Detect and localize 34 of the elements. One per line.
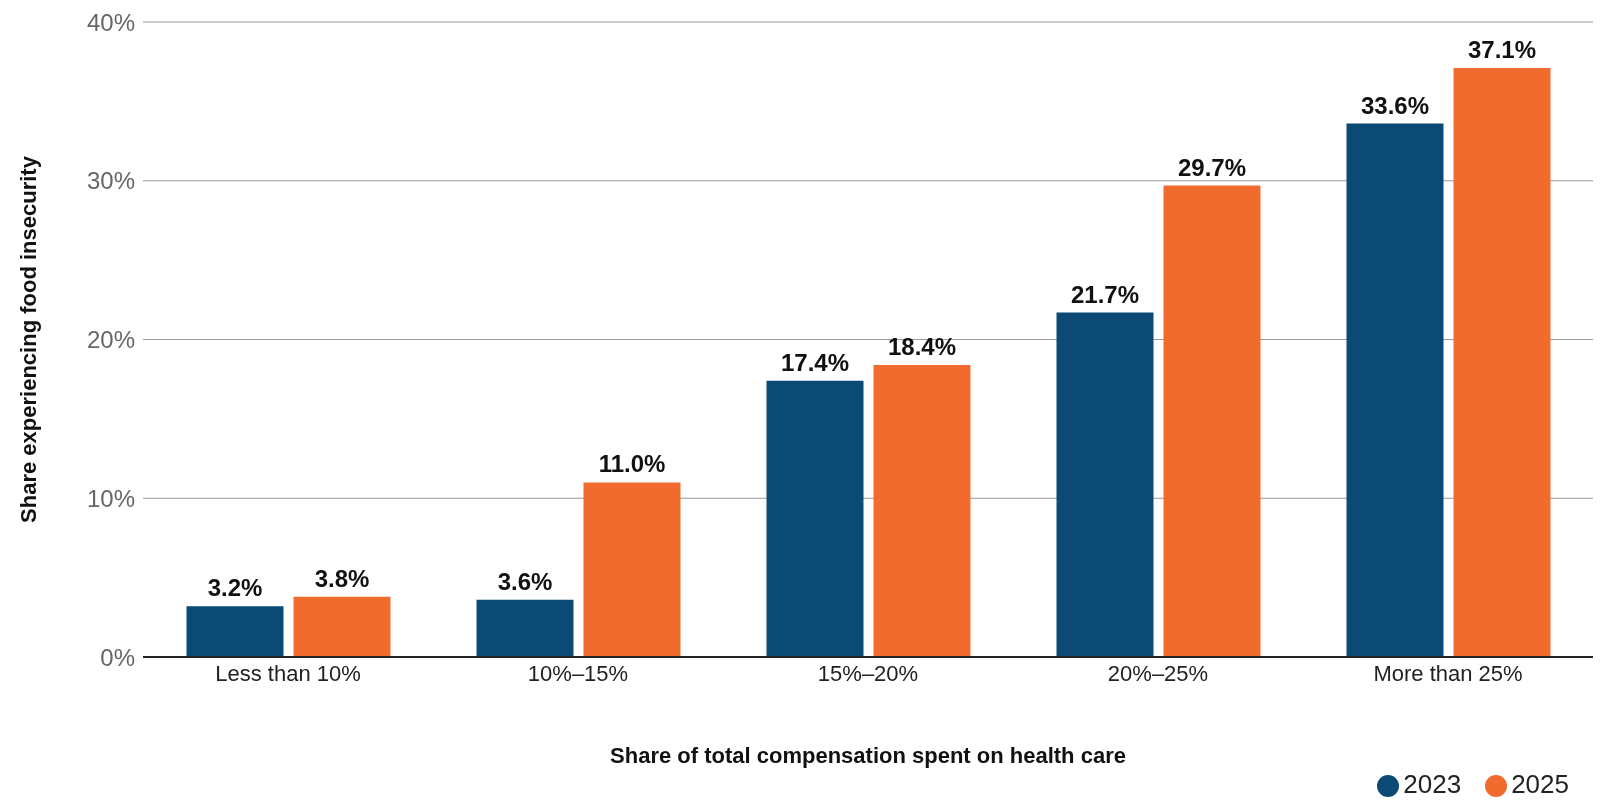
data-label: 11.0% <box>598 450 666 478</box>
data-label: 3.2% <box>207 574 263 602</box>
x-tick-label: More than 25% <box>1373 660 1523 686</box>
data-label: 37.1% <box>1467 36 1537 64</box>
y-tick-label: 0% <box>100 643 135 671</box>
x-tick-label: 10%–15% <box>527 660 629 686</box>
y-tick-label: 20% <box>86 326 135 354</box>
y-tick-label: 10% <box>86 484 135 512</box>
data-label: 21.7% <box>1070 280 1140 308</box>
bar <box>1346 123 1444 657</box>
y-tick-label: 30% <box>86 167 135 195</box>
bar <box>293 596 391 657</box>
bar <box>1163 185 1261 657</box>
bar <box>1056 312 1154 657</box>
bar <box>476 599 574 657</box>
data-label: 17.4% <box>780 348 850 376</box>
y-axis-title: Share experiencing food insecurity <box>15 155 41 523</box>
x-tick-label: 15%–20% <box>817 660 919 686</box>
x-tick-label: Less than 10% <box>215 660 361 686</box>
bar <box>583 482 681 657</box>
legend-label: 2023 <box>1403 769 1462 799</box>
bar <box>766 380 864 657</box>
bar <box>1453 68 1551 657</box>
x-tick-label: 20%–25% <box>1107 660 1209 686</box>
data-label: 3.8% <box>314 564 370 592</box>
bar <box>873 364 971 657</box>
x-axis-title: Share of total compensation spent on health care <box>610 743 1126 768</box>
y-tick-label: 40% <box>86 8 135 36</box>
data-label: 29.7% <box>1177 153 1247 181</box>
data-label: 18.4% <box>887 332 957 360</box>
data-label: 33.6% <box>1360 91 1430 119</box>
data-label: 3.6% <box>497 567 553 595</box>
legend-label: 2025 <box>1511 769 1569 799</box>
bar <box>186 606 284 657</box>
